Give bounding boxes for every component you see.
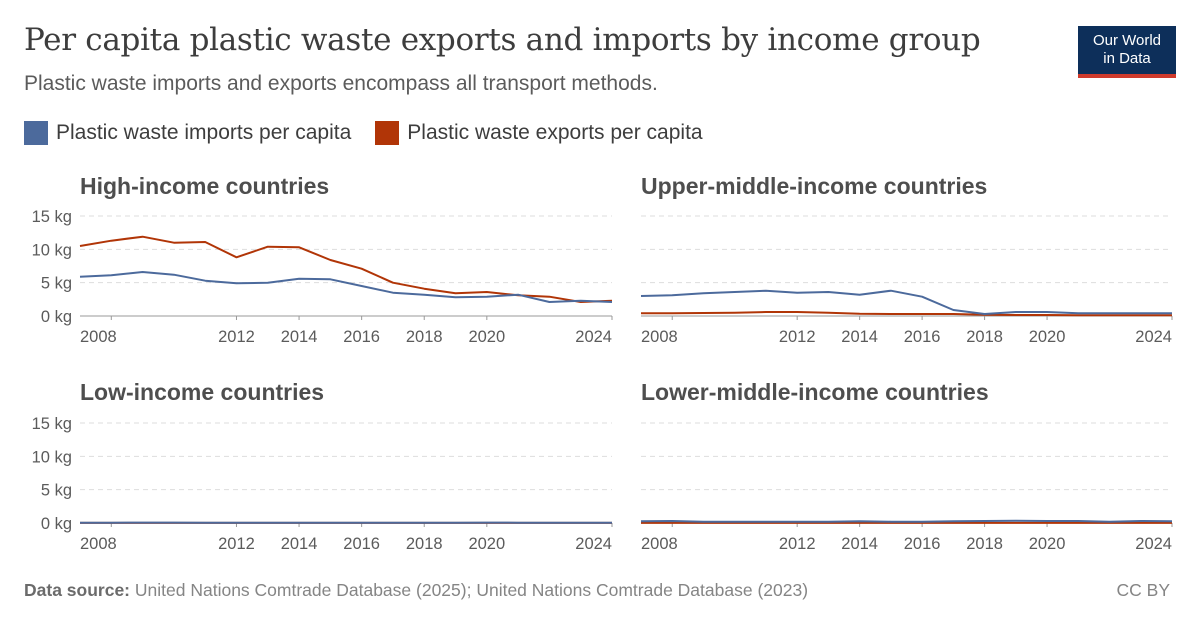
logo-accent-bar [1078, 74, 1176, 78]
x-tick-label: 2020 [1029, 535, 1066, 553]
data-source-text: United Nations Comtrade Database (2025);… [134, 580, 809, 600]
x-tick-label: 2016 [343, 535, 380, 553]
x-tick-label: 2024 [575, 535, 612, 553]
x-tick-label: 2024 [1135, 535, 1172, 553]
x-tick-label: 2008 [641, 535, 678, 553]
panel-title: Low-income countries [80, 379, 324, 405]
legend-swatch-imports [24, 121, 48, 145]
x-tick-label: 2008 [80, 535, 117, 553]
x-tick-label: 2012 [779, 328, 816, 346]
series-line-imports [640, 519, 1173, 523]
panel-title: High-income countries [80, 173, 329, 199]
x-tick-label: 2018 [406, 328, 443, 346]
series-line-exports [79, 235, 613, 303]
legend-item-imports[interactable]: Plastic waste imports per capita [24, 121, 351, 145]
y-tick-label: 15 kg [32, 415, 72, 433]
series-line-exports [641, 311, 1172, 317]
logo-line-1: Our World [1092, 32, 1162, 49]
x-tick-label: 2014 [841, 535, 878, 553]
y-tick-label: 5 kg [41, 482, 72, 500]
x-tick-label: 2012 [779, 535, 816, 553]
x-tick-label: 2014 [841, 328, 878, 346]
x-tick-label: 2008 [641, 328, 678, 346]
data-source: Data source: United Nations Comtrade Dat… [24, 580, 808, 601]
y-tick-label: 10 kg [32, 448, 72, 466]
y-tick-label: 10 kg [32, 241, 72, 259]
x-tick-label: 2020 [1029, 328, 1066, 346]
chart-title: Per capita plastic waste exports and imp… [24, 22, 981, 58]
legend-label-exports: Plastic waste exports per capita [407, 121, 703, 144]
legend-label-imports: Plastic waste imports per capita [56, 121, 352, 144]
data-source-label: Data source: [24, 580, 131, 600]
y-tick-label: 15 kg [32, 208, 72, 226]
owid-logo[interactable]: Our World in Data [1078, 26, 1176, 78]
license-link[interactable]: CC BY [1116, 580, 1170, 600]
panel-title: Upper-middle-income countries [641, 173, 987, 199]
y-tick-label: 0 kg [41, 515, 72, 533]
x-tick-label: 2024 [1135, 328, 1172, 346]
x-tick-label: 2024 [575, 328, 612, 346]
y-tick-label: 0 kg [41, 308, 72, 326]
x-tick-label: 2008 [80, 328, 117, 346]
x-tick-label: 2016 [904, 535, 941, 553]
series-line-imports [79, 271, 613, 303]
chart-subtitle: Plastic waste imports and exports encomp… [24, 72, 658, 95]
x-tick-label: 2016 [343, 328, 380, 346]
legend: Plastic waste imports per capita Plastic… [24, 121, 727, 145]
x-tick-label: 2018 [966, 328, 1003, 346]
x-tick-label: 2018 [966, 535, 1003, 553]
x-tick-label: 2020 [468, 328, 505, 346]
x-tick-label: 2014 [281, 328, 318, 346]
panel-title: Lower-middle-income countries [641, 379, 989, 405]
logo-line-2: in Data [1103, 50, 1151, 67]
y-tick-label: 5 kg [41, 275, 72, 293]
x-tick-label: 2012 [218, 535, 255, 553]
series-line-imports [640, 289, 1172, 315]
x-tick-label: 2012 [218, 328, 255, 346]
x-tick-label: 2014 [281, 535, 318, 553]
legend-swatch-exports [375, 121, 400, 145]
legend-item-exports[interactable]: Plastic waste exports per capita [375, 121, 703, 145]
x-tick-label: 2018 [406, 535, 443, 553]
x-tick-label: 2020 [468, 535, 505, 553]
x-tick-label: 2016 [904, 328, 941, 346]
